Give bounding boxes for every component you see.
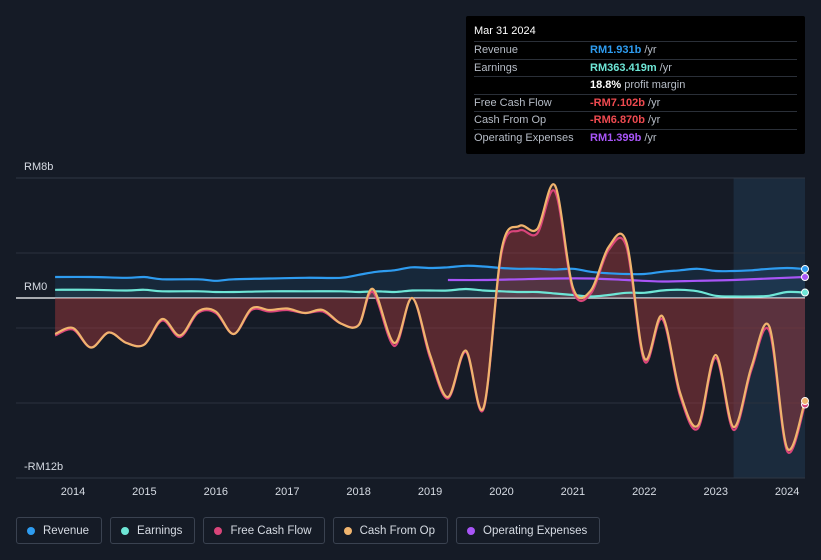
x-tick-label: 2021 [561, 486, 585, 498]
x-tick-label: 2023 [703, 486, 727, 498]
x-tick-label: 2016 [204, 486, 228, 498]
tooltip-value: RM363.419m [590, 61, 657, 74]
series-end-point-revenue [801, 265, 809, 274]
tooltip-label: Revenue [474, 44, 519, 56]
tooltip-row: Revenue RM1.931b/yr [474, 41, 797, 59]
tooltip-unit: /yr [659, 61, 672, 74]
x-tick-label: 2022 [632, 486, 656, 498]
series-line-earnings [55, 287, 806, 298]
series-line-cash-from-op [54, 183, 807, 452]
legend-label: Free Cash Flow [230, 524, 312, 537]
tooltip-date: Mar 31 2024 [474, 25, 536, 37]
tooltip-value: RM1.931b [590, 44, 642, 56]
tooltip-unit: profit margin [624, 79, 686, 91]
legend-dot-icon [467, 526, 476, 535]
tooltip: Mar 31 2024 Revenue RM1.931b/yr Earnings RM… [466, 16, 805, 154]
grid-layer [16, 177, 805, 479]
tooltip-value: RM1.399b [590, 131, 642, 144]
tooltip-unit: /yr [648, 96, 661, 109]
series-line-revenue [55, 264, 806, 282]
marker-layer [801, 265, 809, 409]
x-tick-label: 2020 [489, 486, 513, 498]
x-tick-label: 2015 [132, 486, 156, 498]
legend-item-revenue[interactable]: Revenue [16, 517, 103, 544]
x-tick-label: 2017 [275, 486, 299, 498]
tooltip-unit: /yr [648, 114, 661, 126]
area-layer [55, 184, 806, 453]
legend-item-operating-expenses[interactable]: Operating Expenses [456, 517, 601, 544]
tooltip-unit: /yr [644, 131, 657, 144]
x-tick-label: 2014 [61, 486, 85, 498]
series-end-point-operating-expenses [801, 273, 809, 282]
tooltip-row: 18.8% profit margin [474, 76, 797, 94]
legend-label: Revenue [43, 524, 90, 537]
legend-item-cash-from-op[interactable]: Cash From Op [332, 517, 449, 544]
tooltip-row: Cash From Op -RM6.870b/yr [474, 111, 797, 129]
legend-label: Cash From Op [359, 524, 436, 537]
tooltip-value: -RM6.870b [590, 114, 646, 126]
tooltip-value: -RM7.102b [590, 96, 646, 109]
tooltip-label [474, 77, 590, 94]
series-end-point-cash-from-op [801, 397, 809, 406]
series-line-operating-expenses [447, 275, 806, 283]
tooltip-label: Operating Expenses [474, 131, 574, 144]
legend-item-earnings[interactable]: Earnings [110, 517, 196, 544]
legend-dot-icon [343, 526, 352, 535]
tooltip-row: Free Cash Flow -RM7.102b/yr [474, 93, 797, 112]
x-tick-label: 2018 [346, 486, 370, 498]
tooltip-row: Operating Expenses RM1.399b/yr [474, 128, 797, 147]
tooltip-label: Cash From Op [474, 114, 547, 126]
tooltip-label: Free Cash Flow [474, 96, 552, 109]
label-layer: RM8b RM0 -RM12b 2014 2015 2016 2017 2018 2019 202… [24, 161, 799, 498]
y-tick-label: RM8b [24, 161, 53, 173]
legend-dot-icon [121, 526, 130, 535]
x-tick-label: 2024 [775, 486, 799, 498]
legend-dot-icon [27, 526, 35, 535]
tooltip-unit: /yr [644, 44, 657, 56]
legend-label: Earnings [137, 524, 183, 537]
area-free-cash-flow [55, 190, 806, 453]
y-tick-label: RM0 [24, 281, 47, 293]
y-tick-label: -RM12b [24, 461, 63, 473]
x-tick-label: 2019 [418, 486, 442, 498]
line-layer [54, 183, 807, 455]
chart-area: RM8b RM0 -RM12b 2014 2015 2016 2017 2018 2019 202… [16, 161, 809, 498]
tooltip-value: 18.8% [590, 79, 622, 91]
area-earnings [55, 289, 806, 298]
legend-item-free-cash-flow[interactable]: Free Cash Flow [203, 517, 325, 544]
legend-label: Operating Expenses [483, 524, 588, 537]
legend: Revenue Earnings Free Cash Flow Cash From O… [16, 517, 601, 544]
tooltip-row: Earnings RM363.419m/yr [474, 58, 797, 77]
tooltip-label: Earnings [474, 61, 518, 74]
series-end-point-earnings [801, 288, 809, 297]
legend-dot-icon [214, 526, 223, 535]
area-cash-from-op [55, 184, 806, 450]
